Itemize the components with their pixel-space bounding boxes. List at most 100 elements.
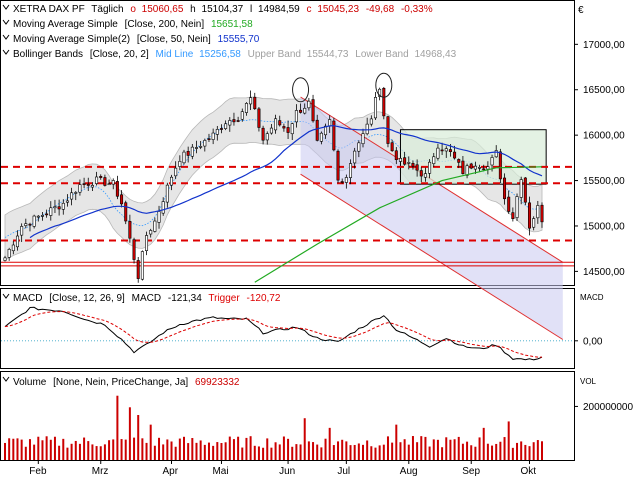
volume-bar (83, 437, 86, 460)
candle-body (378, 88, 382, 97)
candle-body (294, 110, 298, 123)
volume-bar (24, 446, 27, 460)
volume-bar (137, 415, 140, 460)
volume-bar (495, 443, 498, 460)
candle-body (307, 100, 311, 109)
volume-bar (474, 446, 477, 460)
period: Täglich (91, 4, 123, 15)
candle-body (170, 176, 174, 186)
candlesticks (3, 86, 544, 283)
chevron-icon (2, 293, 10, 299)
channel-lower-line (300, 173, 564, 340)
volume-bar (207, 442, 210, 460)
volume-bar (158, 437, 161, 460)
volume-bar (149, 424, 152, 460)
volume-bar (274, 442, 277, 460)
candle-body (515, 196, 519, 218)
candle-body (324, 125, 328, 136)
candle-body (465, 165, 469, 176)
volume-bar (386, 436, 389, 460)
volume-bar (191, 438, 194, 460)
candle-body (394, 150, 398, 160)
candle-body (74, 192, 78, 194)
candle-body (124, 202, 128, 222)
bollinger-mid-value: 15256,58 (199, 49, 241, 60)
volume-bar (70, 443, 73, 460)
candle-body (107, 183, 111, 186)
volume-bar (99, 446, 102, 460)
candle-body (194, 147, 198, 149)
candle-body (473, 165, 477, 170)
volume-bar (461, 443, 464, 460)
candle-body (153, 220, 157, 232)
candle-body (478, 167, 482, 169)
volume-bar (45, 436, 48, 460)
candle-body (415, 164, 419, 171)
macd-legend: MACD [Close, 12, 26, 9] MACD -121,34 Tri… (2, 293, 604, 304)
volume-params: [None, Nein, PriceChange, Ja] (53, 377, 188, 388)
volume-bar (245, 437, 248, 460)
volume-bar (87, 441, 90, 460)
volume-label: Volume (13, 377, 47, 388)
candle-body (286, 127, 290, 133)
volume-bar (482, 427, 485, 460)
x-tick-label: Aug (400, 466, 418, 477)
high-prefix: h (190, 4, 196, 15)
price-y-tick-label: 16500,00 (583, 85, 625, 96)
candle-body (132, 239, 136, 260)
candle-body (145, 235, 149, 251)
candle-body (219, 128, 223, 130)
candle-body (261, 127, 265, 141)
volume-bar (299, 444, 302, 460)
volume-bar (499, 441, 502, 460)
candle-body (382, 87, 386, 117)
candle-body (398, 158, 402, 162)
candle-body (224, 123, 228, 129)
candle-body (203, 140, 207, 147)
volume-bar (374, 447, 377, 460)
svg-text:Moving Average Simple [C: Moving Average Simple [Close, 200, Nein]… (13, 19, 253, 30)
candle-body (149, 230, 153, 235)
candle-body (344, 177, 348, 183)
candle-body (186, 150, 190, 156)
macd-name: MACD (132, 293, 161, 304)
x-tick-label: Feb (29, 466, 47, 477)
close-value: 15045,23 (317, 4, 359, 15)
x-tick-label: Jun (279, 466, 295, 477)
open-value: 15060,65 (142, 4, 184, 15)
candle-body (53, 206, 57, 209)
volume-bar (108, 440, 111, 460)
volume-bar (37, 436, 40, 460)
chevron-icon (2, 19, 10, 25)
volume-bar (353, 444, 356, 460)
volume-bar (428, 446, 431, 460)
candle-body (457, 159, 461, 163)
bollinger-upper-value: 15544,73 (307, 49, 349, 60)
volume-bar (337, 441, 340, 460)
volume-bar (445, 437, 448, 460)
candle-body (282, 126, 286, 129)
volume-bar (424, 436, 427, 460)
candle-body (419, 170, 423, 177)
volume-bar (224, 442, 227, 460)
bollinger-lower-label: Lower Band (355, 49, 408, 60)
chevron-icon (2, 34, 10, 40)
candle-body (461, 160, 465, 174)
candle-body (157, 211, 161, 223)
candle-body (36, 215, 40, 218)
volume-bar (170, 441, 173, 460)
volume-bar (253, 445, 256, 460)
volume-bar (516, 442, 519, 460)
x-tick-label: Sep (462, 466, 480, 477)
ma50-params: [Close, 50, Nein] (137, 34, 211, 45)
volume-bar (166, 439, 169, 460)
candle-body (519, 179, 523, 198)
price-y-tick-label: 14500,00 (583, 267, 625, 278)
volume-bar (324, 438, 327, 460)
volume-bar (441, 447, 444, 460)
candle-body (20, 226, 24, 236)
volume-bar (53, 436, 56, 460)
svg-text:XETRA DAX PF Täglich: XETRA DAX PF Täglich o 15060,65 h 15104,… (13, 4, 433, 15)
volume-bar (332, 445, 335, 460)
candle-body (453, 151, 457, 159)
